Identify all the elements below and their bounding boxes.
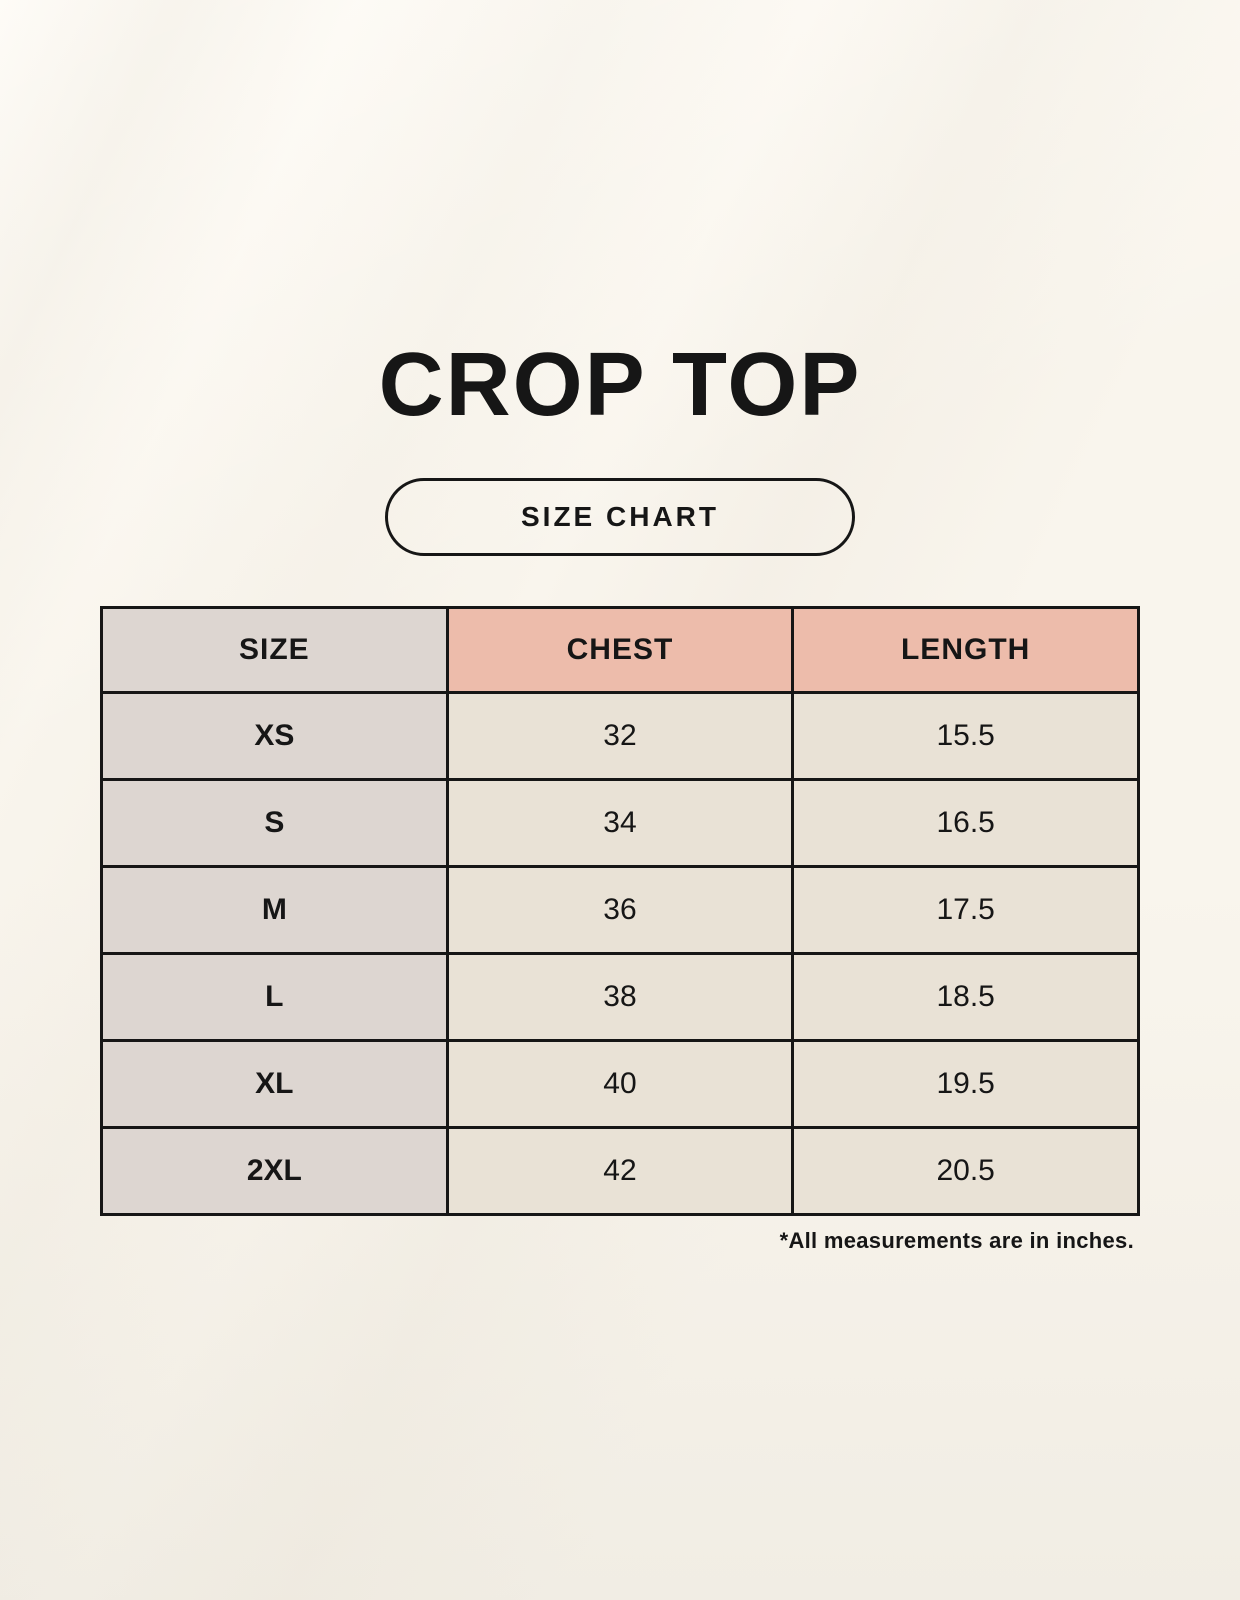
- length-cell: 18.5: [791, 952, 1140, 1042]
- column-header-length: LENGTH: [791, 606, 1140, 694]
- column-header-size: SIZE: [100, 606, 449, 694]
- chest-cell: 32: [445, 691, 795, 781]
- chest-cell: 40: [445, 1039, 795, 1129]
- size-cell: L: [100, 952, 449, 1042]
- chest-cell: 34: [445, 778, 795, 868]
- table-header-row: SIZE CHEST LENGTH: [100, 606, 1140, 694]
- size-cell: XS: [100, 691, 449, 781]
- product-title: CROP TOP: [378, 335, 862, 435]
- length-cell: 20.5: [791, 1126, 1140, 1216]
- table-row-xs: XS 32 15.5: [100, 691, 1140, 781]
- length-cell: 19.5: [791, 1039, 1140, 1129]
- size-chart-badge-label: SIZE CHART: [521, 501, 719, 532]
- table-row-l: L 38 18.5: [100, 952, 1140, 1042]
- measurements-footnote: *All measurements are in inches.: [779, 1228, 1134, 1253]
- size-cell: XL: [100, 1039, 449, 1129]
- table-row-xl: XL 40 19.5: [100, 1039, 1140, 1129]
- length-cell: 15.5: [791, 691, 1140, 781]
- size-cell: S: [100, 778, 449, 868]
- chest-cell: 36: [445, 865, 795, 955]
- table-row-2xl: 2XL 42 20.5: [100, 1126, 1140, 1216]
- table-row-m: M 36 17.5: [100, 865, 1140, 955]
- size-cell: 2XL: [100, 1126, 449, 1216]
- size-table: SIZE CHEST LENGTH XS 32 15.5 S 34 16.5 M…: [100, 606, 1140, 1216]
- chest-cell: 38: [445, 952, 795, 1042]
- column-header-chest: CHEST: [445, 606, 795, 694]
- size-chart-badge: SIZE CHART: [385, 478, 855, 556]
- length-cell: 16.5: [791, 778, 1140, 868]
- chest-cell: 42: [445, 1126, 795, 1216]
- length-cell: 17.5: [791, 865, 1140, 955]
- size-cell: M: [100, 865, 449, 955]
- table-row-s: S 34 16.5: [100, 778, 1140, 868]
